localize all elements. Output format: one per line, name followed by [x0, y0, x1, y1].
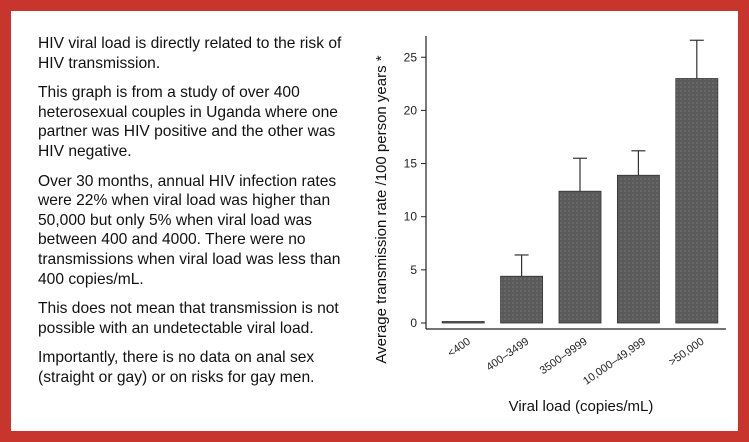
chart-container: 0 5 10 15 20 25 <400 400–3499 3500–9999 10,000–49…	[368, 26, 738, 426]
bar	[441, 321, 485, 324]
x-tick-label: >50,000	[667, 336, 707, 369]
y-axis-label: Average transmission rate /100 person ye…	[373, 55, 390, 363]
x-tick-label: 400–3499	[484, 336, 531, 374]
y-tick-label: 0	[410, 316, 417, 330]
x-tick-label: 3500–9999	[538, 336, 590, 377]
bar	[500, 275, 544, 324]
paragraph-undetectable: This does not mean that transmission is …	[38, 300, 339, 337]
y-tick-label: 20	[404, 103, 418, 117]
bar	[675, 78, 719, 324]
y-tick-label: 10	[404, 210, 418, 224]
bar	[558, 190, 602, 324]
y-tick-label: 15	[404, 157, 418, 171]
paragraph-intro: HIV viral load is directly related to th…	[38, 35, 342, 72]
x-tick-label: 10,000–49,999	[581, 336, 648, 388]
paragraph-rates: Over 30 months, annual HIV infection rat…	[38, 172, 341, 288]
bar-chart: 0 5 10 15 20 25 <400 400–3499 3500–999910,000–49…	[373, 36, 726, 415]
x-tick-label: <400	[446, 336, 473, 360]
x-axis-label: Viral load (copies/mL)	[509, 398, 654, 415]
paragraph-study: This graph is from a study of over 400 h…	[38, 84, 338, 160]
y-tick-label: 25	[404, 50, 418, 64]
explanation-text: HIV viral load is directly related to th…	[38, 34, 358, 398]
y-tick-label: 5	[410, 263, 417, 277]
paragraph-caveat: Importantly, there is no data on anal se…	[38, 349, 315, 386]
bar	[616, 174, 660, 324]
